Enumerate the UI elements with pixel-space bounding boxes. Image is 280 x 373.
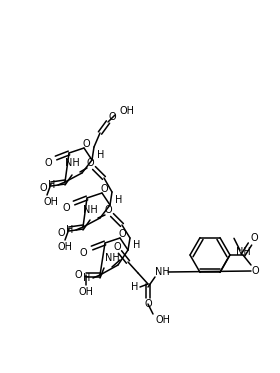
Text: OH: OH	[43, 197, 59, 207]
Text: H: H	[115, 195, 122, 205]
Text: NH: NH	[83, 205, 98, 215]
Text: O: O	[39, 183, 47, 193]
Text: H: H	[133, 240, 140, 250]
Text: O: O	[86, 158, 94, 168]
Text: O: O	[79, 248, 87, 258]
Text: OH: OH	[156, 315, 171, 325]
Text: NH: NH	[155, 267, 169, 277]
Text: O: O	[144, 299, 152, 309]
Text: NH: NH	[236, 247, 251, 257]
Text: H: H	[131, 282, 138, 292]
Text: O: O	[62, 203, 70, 213]
Text: H: H	[66, 225, 73, 235]
Text: O: O	[57, 228, 65, 238]
Text: OH: OH	[57, 242, 73, 252]
Text: NH: NH	[105, 253, 119, 263]
Text: O: O	[108, 112, 116, 122]
Text: NH: NH	[65, 158, 80, 168]
Text: O: O	[44, 158, 52, 168]
Text: H: H	[97, 150, 104, 160]
Text: O: O	[104, 205, 112, 215]
Text: OH: OH	[120, 106, 135, 116]
Text: O: O	[251, 266, 259, 276]
Text: O: O	[113, 242, 121, 252]
Text: O: O	[100, 184, 108, 194]
Text: O: O	[118, 229, 126, 239]
Text: OH: OH	[78, 287, 94, 297]
Text: H: H	[83, 273, 90, 283]
Text: O: O	[82, 139, 90, 149]
Text: O: O	[250, 233, 258, 243]
Text: H: H	[48, 180, 55, 190]
Text: O: O	[74, 270, 82, 280]
